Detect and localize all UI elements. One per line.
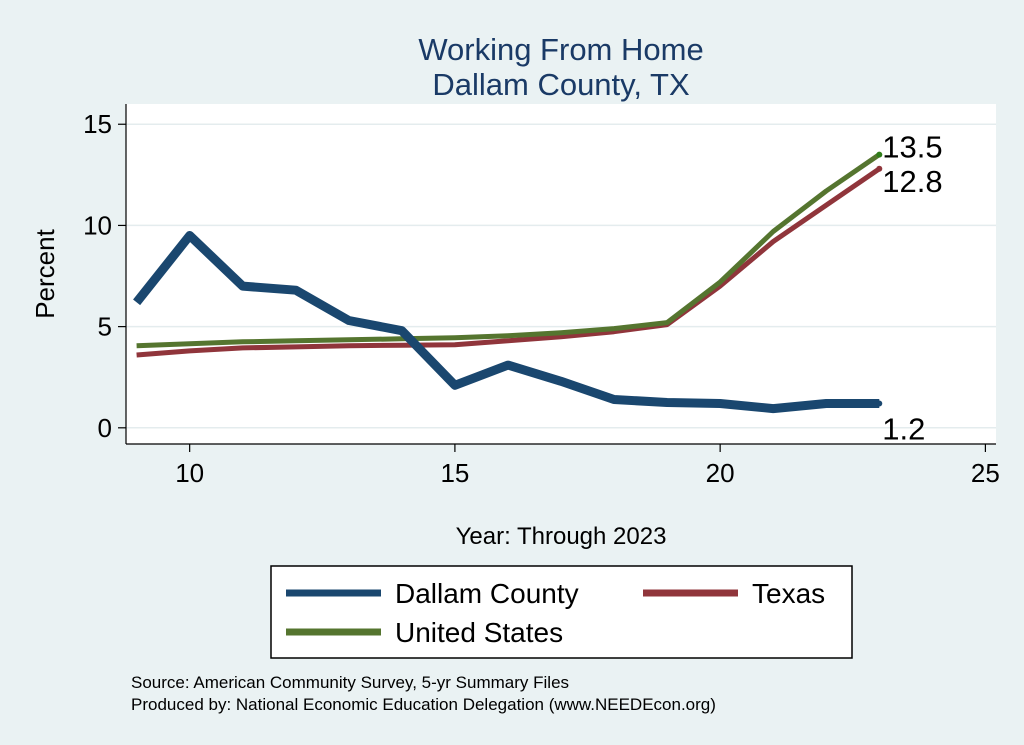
- x-axis-label: Year: Through 2023: [456, 523, 667, 550]
- y-tick-label: 10: [83, 210, 112, 240]
- legend-label-dallam-county: Dallam County: [395, 578, 579, 609]
- y-axis-label: Percent: [30, 228, 60, 318]
- series-lines: [133, 152, 881, 414]
- end-labels: 1.2 12.813.5: [876, 130, 943, 447]
- end-marker-texas: [876, 165, 883, 172]
- series-line-united-states: [136, 152, 881, 349]
- chart-subtitle: Dallam County, TX: [432, 67, 690, 102]
- plot-area: 1.2 12.813.5 0 5 10 15 10 15 20 25: [83, 104, 1000, 488]
- end-label-dallam-county: 1.2: [882, 412, 925, 447]
- end-marker-united-states: [876, 151, 883, 158]
- x-tick-label: 10: [175, 458, 204, 488]
- end-marker-dallam-county: [876, 400, 883, 407]
- legend-label-united-states: United States: [395, 617, 563, 648]
- series-line-texas: [136, 166, 881, 358]
- plot-background: [126, 104, 996, 444]
- x-tick-label: 20: [706, 458, 735, 488]
- y-tick-label: 15: [83, 109, 112, 139]
- end-label-united-states: 13.5: [882, 130, 942, 165]
- source-note: Source: American Community Survey, 5-yr …: [131, 673, 569, 692]
- gridlines: [126, 123, 996, 429]
- legend-box: [270, 565, 853, 659]
- y-tick-label: 5: [98, 312, 112, 342]
- legend: Dallam County Texas United States: [270, 565, 853, 659]
- axes: 0 5 10 15 10 15 20 25: [83, 104, 1000, 488]
- series-line-dallam-county: [133, 231, 880, 414]
- legend-label-texas: Texas: [752, 578, 825, 609]
- x-tick-label: 15: [440, 458, 469, 488]
- end-label-texas: 12.8: [882, 164, 942, 199]
- producer-note: Produced by: National Economic Education…: [131, 695, 716, 714]
- chart-title: Working From Home: [418, 32, 703, 67]
- x-tick-label: 25: [971, 458, 1000, 488]
- y-tick-label: 0: [98, 413, 112, 443]
